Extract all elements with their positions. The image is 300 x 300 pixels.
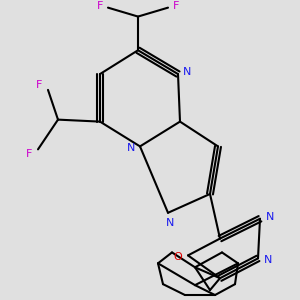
Text: N: N (266, 212, 274, 222)
Text: F: F (36, 80, 42, 90)
Text: F: F (97, 1, 103, 11)
Text: N: N (264, 255, 272, 266)
Text: F: F (26, 149, 32, 159)
Text: O: O (174, 252, 182, 262)
Text: N: N (127, 143, 135, 153)
Text: N: N (166, 218, 174, 228)
Text: N: N (183, 67, 191, 77)
Text: F: F (173, 1, 179, 11)
